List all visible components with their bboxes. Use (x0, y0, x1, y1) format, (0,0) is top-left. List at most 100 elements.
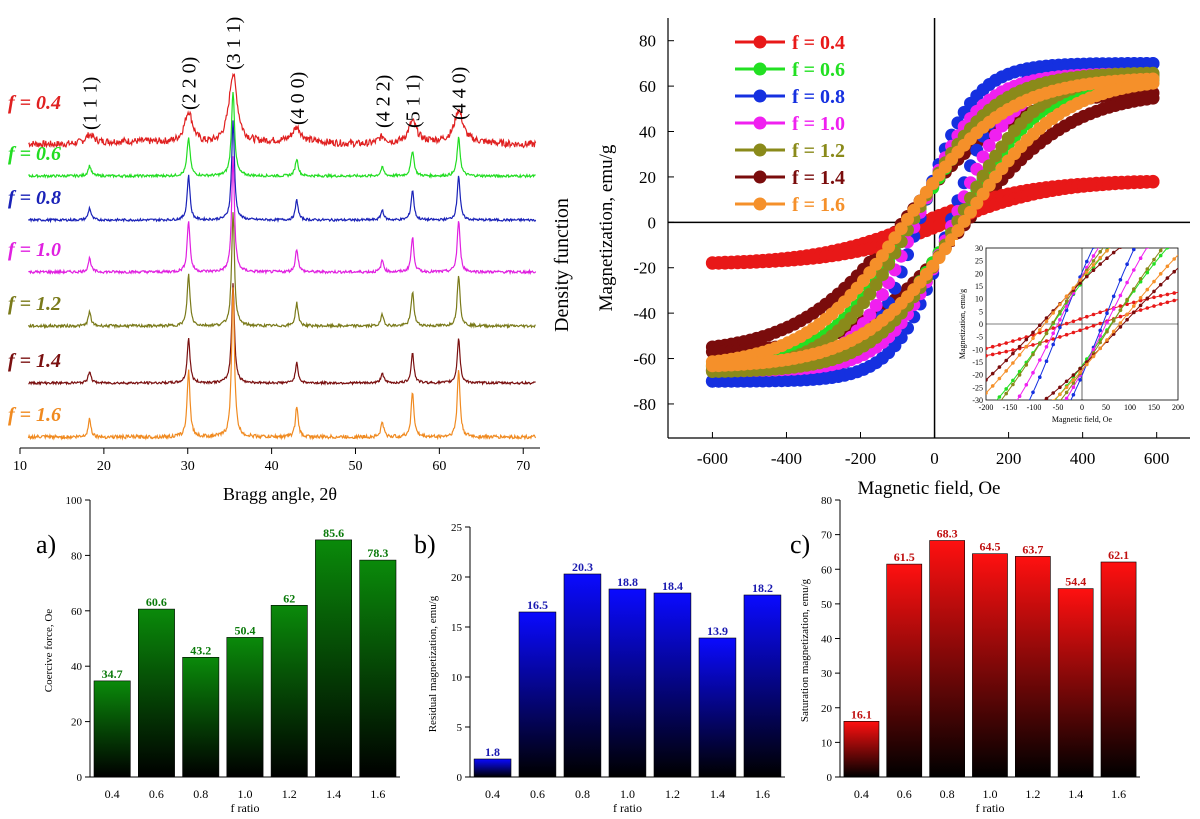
inset-curve (1070, 248, 1136, 400)
inset-point (1071, 393, 1076, 397)
xrd-series-label: f = 1.2 (8, 293, 61, 315)
xrd-series-label: f = 1.4 (8, 350, 61, 372)
inset-point (1159, 201, 1163, 205)
xrd-series-label: f = 1.0 (8, 239, 61, 261)
inset-point (1045, 441, 1049, 445)
bar (270, 604, 308, 778)
bar-value-label: 64.5 (980, 540, 1001, 554)
bar (563, 573, 602, 778)
xrd-x-axis-title: Bragg angle, 2θ (223, 484, 337, 504)
bar-value-label: 78.3 (367, 546, 388, 560)
inset-y-tick-label: -10 (972, 345, 983, 354)
hyst-legend-marker (753, 35, 767, 49)
bar-category-label: 1.4 (710, 787, 725, 801)
bar-y-tick-label: 80 (821, 495, 833, 507)
inset-point (1044, 339, 1049, 343)
inset-point (1098, 232, 1102, 236)
inset-point (1165, 248, 1170, 250)
inset-point (1091, 312, 1096, 317)
hyst-legend-label: f = 1.0 (792, 113, 845, 135)
bar (929, 540, 965, 778)
inset-point (1158, 294, 1163, 298)
inset-point (1145, 267, 1150, 271)
inset-point (1064, 321, 1069, 326)
inset-point (1119, 226, 1123, 230)
inset-point (1024, 344, 1029, 349)
inset-point (1138, 296, 1143, 300)
inset-y-tick-label: 20 (975, 269, 983, 278)
inset-point (1044, 396, 1049, 400)
hyst-y-tick-label: 60 (639, 77, 656, 96)
hyst-y-tick-label: 40 (639, 123, 656, 142)
inset-point (1145, 248, 1149, 249)
inset-point (1031, 336, 1035, 341)
inset-point (1078, 278, 1082, 282)
bar (182, 656, 220, 778)
inset-point (1098, 346, 1102, 351)
inset-point (997, 343, 1002, 347)
inset-point (1091, 347, 1096, 352)
bar-category-label: 0.4 (485, 787, 500, 801)
inset-point (1044, 345, 1049, 349)
inset-point (1038, 433, 1042, 437)
bar (698, 637, 737, 778)
bar-category-label: 1.0 (983, 787, 998, 801)
inset-point (1064, 308, 1069, 313)
inset-point (1025, 464, 1029, 468)
inset-curve (1028, 248, 1094, 400)
inset-point (1051, 399, 1055, 400)
inset-point (1011, 361, 1015, 365)
inset-point (1024, 337, 1029, 342)
inset-point (984, 471, 988, 475)
inset-point (1112, 209, 1116, 213)
inset-x-tick-label: 100 (1124, 403, 1136, 412)
inset-point (984, 463, 988, 467)
inset-point (1105, 249, 1109, 253)
inset-point (1078, 317, 1082, 321)
xrd-x-tick-label: 70 (516, 459, 530, 474)
xrd-peak-label: (3 1 1) (223, 17, 245, 70)
bar-y-tick-label: 0 (77, 772, 83, 784)
inset-point (1105, 311, 1109, 316)
hyst-legend-label: f = 1.6 (792, 194, 845, 216)
inset-point (1091, 354, 1096, 359)
inset-point (1152, 223, 1156, 227)
xrd-peak-label: (1 1 1) (80, 77, 102, 130)
inset-point (1044, 331, 1049, 336)
inset-point (1011, 339, 1015, 343)
inset-x-tick-label: 200 (1172, 403, 1184, 412)
bar-category-label: 0.8 (940, 787, 955, 801)
inset-point (1058, 392, 1062, 397)
inset-point (991, 450, 995, 454)
inset-point (984, 462, 988, 466)
inset-point (1078, 366, 1082, 371)
inset-curve (1053, 254, 1178, 400)
inset-point (1166, 215, 1170, 219)
bar (359, 559, 397, 778)
inset-point (1071, 378, 1076, 382)
inset-point (1172, 184, 1176, 188)
inset-point (1119, 234, 1123, 238)
bar-y-tick-label: 20 (821, 703, 833, 715)
inset-y-axis-title: Magnetization, emu/g (958, 289, 967, 359)
inset-point (1051, 391, 1055, 395)
inset-point (1031, 370, 1035, 375)
inset-point (990, 384, 995, 388)
inset-point (1172, 232, 1176, 236)
hyst-point (1146, 175, 1160, 189)
bar-category-label: 1.4 (326, 787, 341, 801)
hyst-point (964, 205, 977, 219)
xrd-series-line (28, 156, 537, 276)
inset-point (1017, 369, 1022, 374)
inset-point (1165, 292, 1170, 297)
inset-curve (986, 248, 1111, 394)
inset-x-axis-title: Magnetic field, Oe (1052, 415, 1113, 424)
panel-label: c) (790, 530, 810, 559)
inset-point (1118, 248, 1123, 249)
inset-point (1071, 373, 1076, 377)
bar-value-label: 62.1 (1108, 548, 1129, 562)
inset-point (1146, 215, 1150, 219)
inset-point (1018, 433, 1022, 437)
inset-curve (1065, 248, 1148, 400)
